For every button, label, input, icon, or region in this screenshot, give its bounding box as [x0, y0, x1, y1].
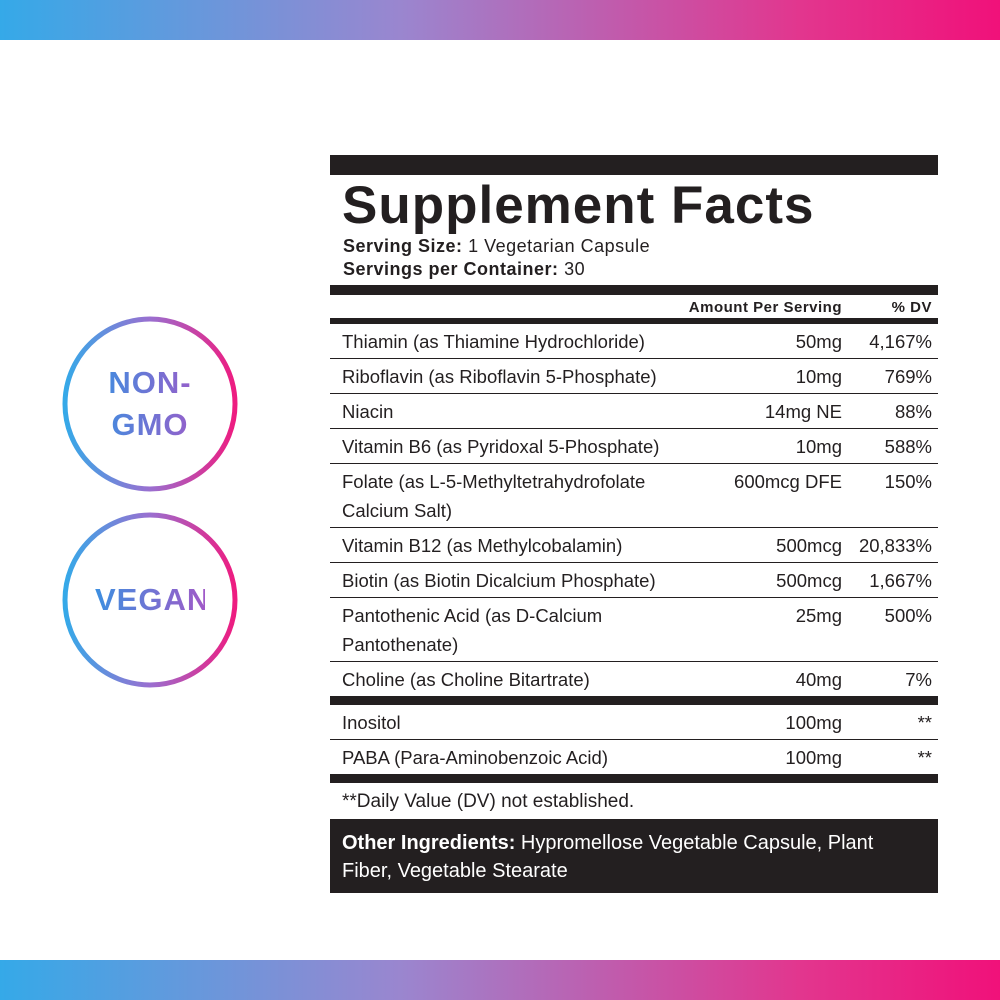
daily-value: 88%: [894, 401, 932, 422]
daily-value: 500%: [884, 605, 932, 626]
amount: 14mg NE: [764, 401, 842, 422]
dv-header: % DV: [891, 299, 932, 316]
badge: NON-GMO: [62, 316, 238, 492]
nutrient-name: Folate (as L-5-Methyltetrahydrofolate Ca…: [342, 471, 646, 521]
nutrient-row: Pantothenic Acid (as D-Calcium Pantothen…: [330, 598, 938, 662]
nutrient-row: Vitamin B6 (as Pyridoxal 5-Phosphate) 10m…: [330, 429, 938, 464]
nutrient-row: Choline (as Choline Bitartrate) 40mg 7%: [330, 662, 938, 697]
supplement-facts-panel: Supplement Facts Serving Size: 1 Vegetar…: [330, 155, 938, 893]
nutrient-name: Riboflavin (as Riboflavin 5-Phosphate): [342, 366, 657, 387]
daily-value: 1,667%: [869, 570, 932, 591]
nutrient-row: Folate (as L-5-Methyltetrahydrofolate Ca…: [330, 464, 938, 528]
badge: VEGAN: [62, 512, 238, 688]
footnote: **Daily Value (DV) not established.: [342, 791, 635, 812]
value: 1 Vegetarian Capsule: [468, 236, 651, 256]
other-ingredients: Other Ingredients: Hypromellose Vegetabl…: [330, 819, 938, 893]
rule: [330, 774, 938, 783]
amount-header: Amount Per Serving: [688, 299, 842, 316]
label: Servings per Container:: [343, 259, 559, 279]
amount: 10mg: [795, 436, 842, 457]
serving-size: Serving Size: 1 Vegetarian Capsule: [330, 235, 938, 258]
amount: 10mg: [795, 366, 842, 387]
amount: 25mg: [795, 605, 842, 626]
bottom-gradient-bar: [0, 960, 1000, 1000]
nutrient-row: Niacin 14mg NE 88%: [330, 394, 938, 429]
nutrient-name: Vitamin B12 (as Methylcobalamin): [342, 535, 623, 556]
daily-value: **: [917, 747, 932, 768]
nutrient-row: Vitamin B12 (as Methylcobalamin) 500mcg 20…: [330, 528, 938, 563]
amount: 40mg: [795, 669, 842, 690]
daily-value: 4,167%: [869, 331, 932, 352]
badge-ring: [62, 512, 238, 688]
column-header: Amount Per Serving % DV: [330, 295, 938, 318]
nutrient-name: Niacin: [342, 401, 394, 422]
nutrient-row: PABA (Para-Aminobenzoic Acid) 100mg **: [330, 740, 938, 775]
daily-value: 20,833%: [858, 535, 932, 556]
badge-text: VEGAN: [95, 579, 209, 621]
daily-value: 588%: [884, 436, 932, 457]
rule: [330, 318, 938, 324]
value: Hypromellose Vegetable Capsule, Plant Fi…: [342, 832, 874, 882]
daily-value: 7%: [905, 669, 932, 690]
nutrient-name: Pantothenic Acid (as D-Calcium Pantothen…: [342, 605, 603, 655]
nutrient-row: Riboflavin (as Riboflavin 5-Phosphate) 10…: [330, 359, 938, 394]
nutrient-name: Choline (as Choline Bitartrate): [342, 669, 590, 690]
daily-value: **: [917, 712, 932, 733]
amount: 50mg: [795, 331, 842, 352]
amount: 100mg: [785, 712, 842, 733]
label: Serving Size:: [343, 236, 463, 256]
badge-ring: [62, 316, 238, 492]
badge-label: NON-GMO: [62, 316, 238, 492]
nutrient-row: Biotin (as Biotin Dicalcium Phosphate) 50…: [330, 563, 938, 598]
nutrient-row: Inositol 100mg **: [330, 705, 938, 740]
nutrient-name: Thiamin (as Thiamine Hydrochloride): [342, 331, 645, 352]
rule: [330, 285, 938, 295]
nutrient-name: PABA (Para-Aminobenzoic Acid): [342, 747, 608, 768]
badge-label: VEGAN: [62, 512, 238, 688]
nutrient-name: Biotin (as Biotin Dicalcium Phosphate): [342, 570, 656, 591]
value: 30: [564, 259, 586, 279]
daily-value: 769%: [884, 366, 932, 387]
badge-text: NON-GMO: [95, 362, 205, 446]
title: Supplement Facts: [342, 176, 815, 235]
other-nutrient-list: Inositol 100mg ** PABA (Para-Aminobenzoic A…: [330, 705, 938, 775]
nutrient-list: Thiamin (as Thiamine Hydrochloride) 50mg 4…: [330, 324, 938, 697]
top-gradient-bar: [0, 0, 1000, 40]
daily-value: 150%: [884, 471, 932, 492]
label: Other Ingredients:: [342, 832, 516, 854]
amount: 600mcg DFE: [734, 471, 842, 492]
amount: 100mg: [785, 747, 842, 768]
rule: [330, 696, 938, 705]
servings: Servings per Container: 30: [330, 258, 938, 281]
amount: 500mcg: [776, 535, 842, 556]
rule: [330, 155, 938, 175]
nutrient-name: Inositol: [342, 712, 401, 733]
amount: 500mcg: [776, 570, 842, 591]
nutrient-name: Vitamin B6 (as Pyridoxal 5-Phosphate): [342, 436, 660, 457]
nutrient-row: Thiamin (as Thiamine Hydrochloride) 50mg 4…: [330, 324, 938, 359]
